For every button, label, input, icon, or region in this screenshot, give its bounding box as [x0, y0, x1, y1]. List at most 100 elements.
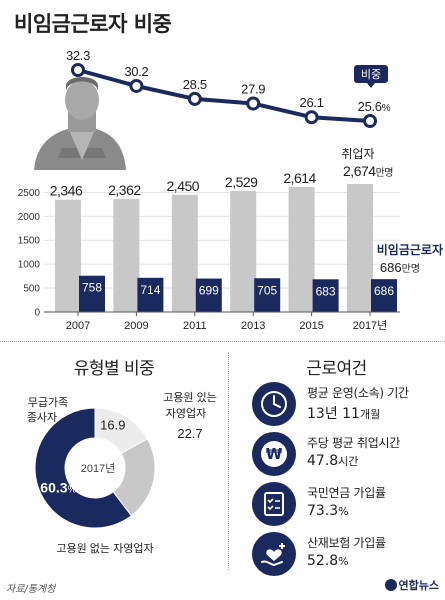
- main-chart: 0 500 1000 1500 2000 2500 2,346 758 2,362 714 2,4…: [18, 48, 443, 332]
- clock-icon: [252, 382, 296, 426]
- nonwage-legend-label: 비임금근로자: [377, 242, 443, 257]
- condition-unit: %: [338, 505, 349, 518]
- bar-nonwage: [312, 279, 339, 312]
- bar-label-nonwage: 758: [82, 281, 102, 295]
- y-tick-label: 1000: [18, 260, 41, 271]
- bar-employed: [288, 186, 315, 312]
- x-tick-label: 2011: [183, 320, 207, 332]
- page-title: 비임금근로자 비중: [14, 12, 172, 36]
- ratio-line-path: [77, 68, 371, 123]
- ratio-legend-box: [354, 65, 388, 83]
- bar-nonwage: [195, 278, 222, 312]
- condition-label: 국민연금 가입률: [307, 486, 386, 500]
- logo-text: 연합뉴스: [398, 579, 439, 592]
- bars: 2,346 758 2,362 714 2,450 699 2,529 705 2,614 683…: [50, 170, 397, 312]
- bar-label-employed: 2,362: [108, 182, 141, 198]
- ratio-label: 32.3: [66, 48, 90, 63]
- pie-label-without-employee: 고용원 없는 자영업자: [56, 542, 153, 555]
- bar-nonwage: [371, 279, 397, 312]
- bar-employed: [171, 194, 198, 312]
- pie-label-with-employee-1: 고용원 있는: [163, 391, 217, 404]
- condition-label: 평균 운영(소속) 기간: [307, 386, 409, 400]
- ratio-point: [246, 96, 261, 111]
- pie-label-with-employee-2: 자영업자: [166, 407, 206, 420]
- bar-label-nonwage: 683: [316, 284, 336, 298]
- x-axis: 2007 2009 2011 2013 2015 2017년: [44, 311, 400, 332]
- pie-label-unpaid-1: 무급가족: [28, 396, 68, 409]
- condition-item: 평균 운영(소속) 기간 13년 11개월: [252, 382, 442, 430]
- ratio-point: [304, 110, 319, 125]
- bar-employed: [113, 198, 140, 312]
- condition-number: 73.3: [307, 503, 339, 519]
- pie-unit: %: [68, 484, 77, 495]
- pie-title: 유형별 비중: [73, 359, 155, 379]
- bar-label-nonwage: 705: [257, 283, 277, 297]
- bar-employed: [347, 184, 373, 312]
- pie-label-unpaid-2: 종사자: [27, 411, 57, 424]
- condition-number: 13년 11: [307, 406, 360, 422]
- ratio-unit: %: [382, 103, 391, 114]
- ratio-point: [71, 63, 85, 77]
- condition-number: 47.8: [307, 453, 339, 469]
- svg-text:₩: ₩: [266, 445, 283, 463]
- y-axis: 0 500 1000 1500 2000 2500: [18, 188, 41, 319]
- bar-label-employed: 2,529: [225, 174, 258, 190]
- y-tick-label: 500: [23, 284, 40, 295]
- x-tick-label: 2009: [124, 320, 148, 332]
- ratio-legend-label: 비중: [361, 68, 381, 81]
- ratio-label: 27.9: [241, 81, 265, 96]
- ratio-point: [363, 114, 377, 128]
- employed-unit: 만명: [376, 167, 393, 179]
- logo-mark-icon: [384, 579, 397, 591]
- checklist-icon: [252, 482, 296, 526]
- condition-unit: 시간: [338, 455, 359, 468]
- y-tick-label: 0: [34, 308, 40, 319]
- hand-heart-icon: [252, 532, 296, 576]
- yonhap-logo: 연합뉴스: [384, 577, 439, 593]
- ratio-label: 25.6%: [358, 99, 391, 114]
- x-tick-label: 2017년: [353, 319, 388, 332]
- ratio-point: [129, 78, 144, 93]
- bar-employed: [230, 190, 257, 312]
- bar-employed: [55, 199, 81, 312]
- pie-center-label: 2017년: [81, 462, 116, 475]
- y-tick-label: 2500: [18, 188, 41, 199]
- condition-label: 주당 평균 취업시간: [307, 436, 400, 450]
- ratio-label: 26.1: [300, 95, 324, 110]
- source-note: 자료/통계청: [6, 584, 56, 595]
- bar-label-nonwage: 686: [374, 284, 394, 298]
- y-tick-label: 2000: [18, 212, 41, 223]
- condition-number: 52.8: [307, 553, 339, 569]
- condition-item: ₩ 주당 평균 취업시간 47.8시간: [252, 432, 442, 480]
- x-tick-label: 2013: [241, 320, 265, 332]
- ratio-point: [187, 91, 202, 106]
- condition-item: 국민연금 가입률 73.3%: [252, 482, 442, 530]
- condition-value: 52.8%: [307, 553, 349, 569]
- condition-value: 47.8시간: [307, 453, 358, 469]
- x-tick-label: 2007: [66, 320, 90, 332]
- condition-unit: %: [338, 555, 349, 568]
- bar-nonwage: [254, 278, 281, 312]
- bar-label-nonwage: 699: [199, 284, 219, 298]
- pie-value-with-employee: 22.7: [177, 426, 202, 441]
- x-tick-label: 2015: [299, 320, 323, 332]
- bar-nonwage: [137, 277, 164, 312]
- condition-unit: 개월: [359, 408, 381, 421]
- ratio-label: 28.5: [183, 77, 207, 92]
- section-divider: [0, 341, 445, 342]
- pie-slice: [34, 407, 133, 529]
- worker-illustration: [34, 77, 126, 170]
- conditions-title: 근로여건: [306, 359, 367, 379]
- won-icon: ₩: [252, 432, 296, 476]
- column-divider: [228, 352, 229, 570]
- bar-label-employed: 2,450: [167, 178, 200, 194]
- pie-value-without-employee: 60.3%: [40, 479, 76, 495]
- bar-label-employed: 2,614: [283, 170, 316, 186]
- pie-value-unpaid: 16.9: [100, 417, 125, 432]
- condition-value: 73.3%: [307, 503, 349, 519]
- employed-last-value: 2,674만명: [343, 163, 393, 179]
- ratio-label: 30.2: [124, 64, 148, 79]
